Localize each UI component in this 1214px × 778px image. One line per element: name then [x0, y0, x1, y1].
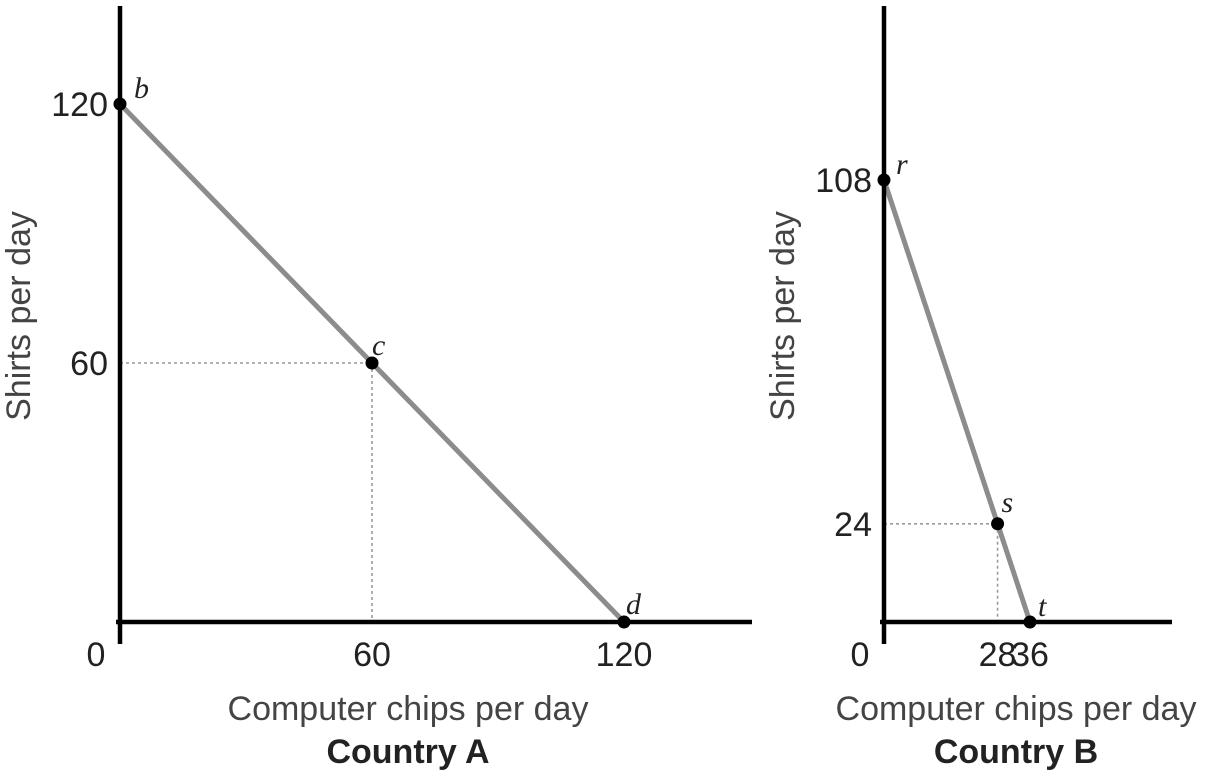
country-a-point-d — [617, 615, 631, 629]
country-b-x-tick-label: 36 — [1011, 636, 1049, 674]
country-b-point-t — [1023, 615, 1037, 629]
country-b-y-tick-label: 24 — [834, 506, 872, 544]
country-a-y-tick-label: 60 — [70, 345, 108, 383]
country-b-y-axis-title: Shirts per day — [764, 211, 802, 421]
country-b-y-tick-label: 108 — [815, 162, 872, 200]
country-a-point-b — [113, 97, 127, 111]
country-b-point-label-s: s — [1002, 486, 1014, 519]
country-b-origin-label: 0 — [851, 636, 870, 674]
country-b-x-tick-label: 28 — [979, 636, 1017, 674]
country-b-panel-title: Country B — [934, 733, 1098, 771]
country-b-point-r — [877, 173, 891, 187]
country-b-point-label-r: r — [896, 148, 908, 181]
country-a-x-tick-label: 120 — [596, 636, 653, 674]
country-b-point-s — [991, 517, 1005, 531]
country-a-x-axis-title: Computer chips per day — [228, 690, 589, 728]
country-a-y-tick-label: 120 — [51, 86, 108, 124]
country-b-ppf-line — [881, 179, 1033, 623]
country-a-panel-title: Country A — [326, 733, 489, 771]
country-a-y-axis-title: Shirts per day — [0, 211, 38, 421]
country-a-chart: b c d 120 60 60 120 0 Computer chips per day Coun… — [0, 6, 752, 771]
country-a-point-label-c: c — [372, 329, 385, 362]
country-a-point-label-d: d — [626, 588, 642, 621]
country-b-x-axis-title: Computer chips per day — [836, 690, 1197, 728]
country-a-point-c — [365, 356, 379, 370]
country-a-x-tick-label: 60 — [353, 636, 391, 674]
country-a-point-label-b: b — [134, 72, 149, 105]
country-a-origin-label: 0 — [87, 636, 106, 674]
country-b-point-label-t: t — [1038, 590, 1047, 623]
